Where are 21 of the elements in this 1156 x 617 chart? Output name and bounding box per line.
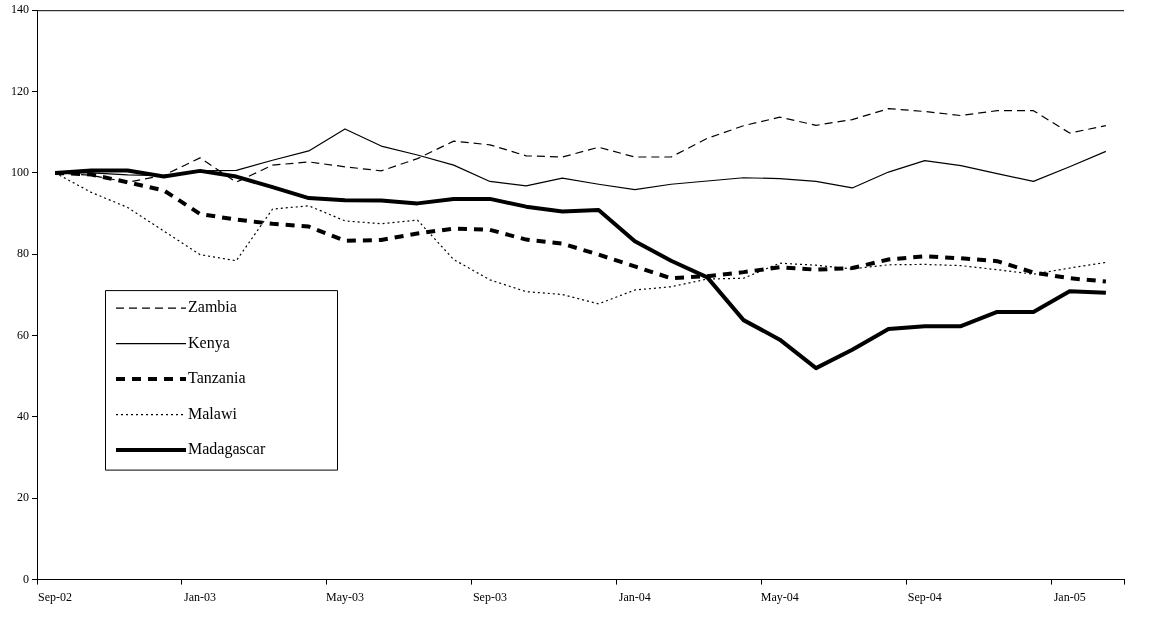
- legend-label: Malawi: [188, 404, 238, 422]
- x-tick-label: Sep-02: [38, 589, 73, 604]
- legend-label: Kenya: [188, 333, 230, 352]
- x-tick-label: Sep-04: [907, 589, 942, 604]
- x-tick-label: May-03: [325, 589, 364, 604]
- x-tick-label: Jan-03: [184, 589, 217, 604]
- y-tick-label: 120: [11, 83, 29, 98]
- y-tick-label: 60: [17, 327, 29, 342]
- x-tick-label: Sep-03: [472, 589, 507, 604]
- legend-label: Tanzania: [188, 369, 246, 387]
- x-tick-label: Jan-05: [1053, 589, 1086, 604]
- legend-label: Zambia: [188, 298, 237, 316]
- y-tick-label: 0: [23, 571, 29, 586]
- y-tick-label: 140: [11, 2, 29, 17]
- y-tick-label: 20: [17, 490, 29, 505]
- x-tick-label: Jan-04: [618, 589, 651, 604]
- y-tick-label: 80: [17, 246, 29, 261]
- y-tick-label: 40: [17, 409, 29, 424]
- legend-label: Madagascar: [188, 440, 266, 459]
- x-tick-label: May-04: [760, 589, 799, 604]
- y-tick-label: 100: [11, 165, 29, 180]
